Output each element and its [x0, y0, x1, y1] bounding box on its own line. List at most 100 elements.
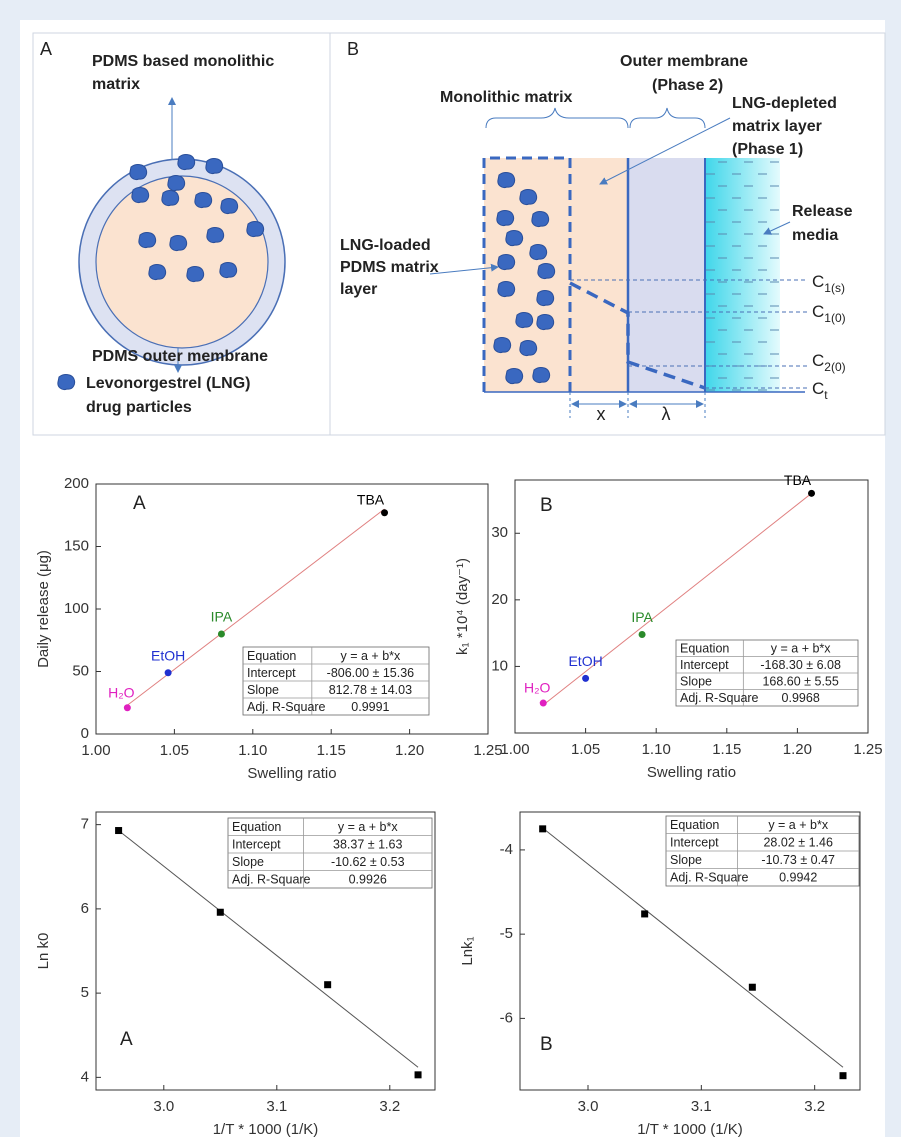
conc-label: C1(0)	[812, 302, 846, 325]
y-axis-label: Daily release (μg)	[35, 550, 52, 668]
point	[839, 1072, 847, 1080]
y-tick-label: 7	[81, 816, 89, 833]
conc-label: Ct	[812, 379, 828, 402]
x-tick-label: 1.25	[853, 741, 882, 758]
point	[123, 704, 131, 712]
point	[539, 825, 547, 833]
level-lines	[570, 279, 808, 389]
table-cell: Adj. R-Square	[670, 871, 749, 885]
y-tick-label: -4	[500, 841, 513, 858]
y-axis-label: Lnk₁	[459, 936, 476, 965]
y-tick-label: 10	[491, 657, 508, 674]
panel-letter: B	[540, 495, 553, 516]
label: Monolithic matrix	[440, 89, 573, 106]
point-label: H₂O	[108, 684, 135, 700]
point-label: TBA	[784, 472, 812, 488]
table-cell: y = a + b*x	[341, 649, 402, 663]
table-cell: Intercept	[680, 658, 729, 672]
matrix-region	[484, 158, 628, 392]
x-tick-label: 1.05	[571, 741, 600, 758]
table-cell: -806.00 ± 15.36	[327, 666, 415, 680]
x-tick-label: 1.10	[238, 742, 267, 759]
table-cell: -10.73 ± 0.47	[761, 853, 835, 867]
x-tick-label: 1.10	[642, 741, 671, 758]
conc-label: C1(s)	[812, 272, 845, 295]
dimension-label: x	[597, 404, 606, 424]
table-cell: 38.37 ± 1.63	[333, 838, 402, 852]
point-label: IPA	[631, 609, 653, 625]
label: Release	[792, 203, 853, 220]
y-tick-label: 100	[64, 600, 89, 617]
x-tick-label: 3.0	[153, 1098, 174, 1115]
point-label: EtOH	[568, 653, 602, 669]
fit-line	[542, 827, 844, 1068]
point	[638, 630, 646, 638]
label: LNG-depleted	[732, 95, 837, 112]
table-cell: Equation	[232, 820, 281, 834]
table-cell: Equation	[680, 642, 729, 656]
table-cell: Equation	[247, 649, 296, 663]
plot-frame	[519, 811, 861, 1091]
label: media	[792, 227, 838, 244]
legend-icon	[57, 374, 76, 391]
point	[582, 674, 590, 682]
table-cell: Adj. R-Square	[232, 873, 311, 887]
point-label: EtOH	[151, 647, 185, 663]
y-tick-label: -5	[500, 925, 513, 942]
panel-b: B Outer membrane (Phase 2) Monolithic ma…	[340, 39, 853, 424]
table-cell: 0.9968	[782, 691, 820, 705]
label: PDMS outer membrane	[92, 348, 268, 365]
label: PDMS matrix	[340, 259, 439, 276]
x-tick-label: 3.2	[379, 1098, 400, 1115]
x-axis-label: 1/T * 1000 (1/K)	[213, 1121, 319, 1137]
table-cell: -168.30 ± 6.08	[760, 658, 841, 672]
table-cell: 0.9926	[349, 873, 387, 887]
point	[217, 630, 225, 638]
y-tick-label: 150	[64, 537, 89, 554]
point	[381, 509, 389, 517]
y-tick-label: 5	[81, 984, 89, 1001]
dimension-label: λ	[662, 404, 671, 424]
label: layer	[340, 281, 377, 298]
point	[414, 1071, 422, 1079]
concentration-profile	[569, 281, 706, 390]
conc-label: C2(0)	[812, 351, 846, 374]
table-cell: Slope	[680, 675, 712, 689]
loaded-boundary	[482, 156, 572, 392]
x-axis-label: Swelling ratio	[247, 765, 336, 782]
table-cell: Intercept	[670, 836, 719, 850]
table-cell: 812.78 ± 14.03	[329, 683, 412, 697]
table-cell: Adj. R-Square	[680, 691, 759, 705]
panel-letter: A	[120, 1029, 133, 1050]
table-cell: Slope	[670, 853, 702, 867]
dimension-guides	[569, 392, 706, 418]
membrane-region	[628, 158, 705, 392]
table-cell: y = a + b*x	[768, 818, 829, 832]
fit-line	[118, 830, 419, 1068]
point	[539, 699, 547, 707]
table-cell: 0.9991	[351, 700, 389, 714]
point	[115, 827, 123, 835]
y-tick-label: -6	[500, 1009, 513, 1026]
x-axis-label: Swelling ratio	[647, 764, 736, 781]
table-cell: Equation	[670, 818, 719, 832]
y-tick-label: 20	[491, 591, 508, 608]
y-axis-label: Ln k0	[35, 933, 52, 970]
point-label: H₂O	[524, 680, 551, 696]
x-tick-label: 3.0	[578, 1098, 599, 1115]
x-tick-label: 3.2	[804, 1098, 825, 1115]
point-label: TBA	[357, 491, 385, 507]
x-tick-label: 1.20	[395, 742, 424, 759]
plot-frame	[514, 479, 869, 734]
table-cell: Adj. R-Square	[247, 700, 326, 714]
arrow	[599, 117, 731, 185]
arrow	[429, 263, 499, 275]
brace	[629, 107, 706, 129]
brace	[485, 107, 629, 129]
label: matrix layer	[732, 118, 822, 135]
table-cell: Slope	[232, 855, 264, 869]
table-cell: 168.60 ± 5.55	[762, 675, 838, 689]
plot-frame	[95, 811, 436, 1091]
panel-letter: A	[40, 39, 52, 59]
